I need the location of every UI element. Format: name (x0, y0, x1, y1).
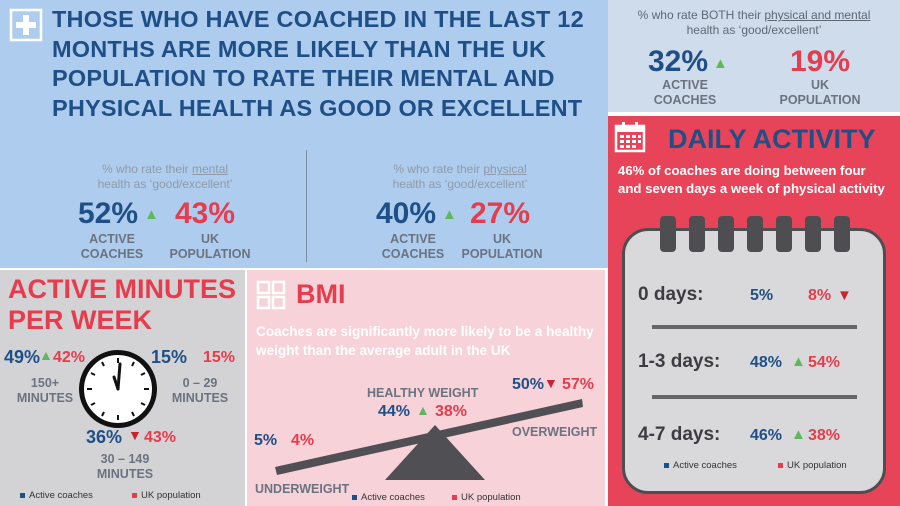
mental-caption: % who rate their mental health as ‘good/e… (97, 162, 233, 191)
legend-uk: UK population (132, 490, 201, 501)
grid-icon (256, 280, 286, 310)
both-uk-label: UK POPULATION (779, 78, 861, 107)
calendar-graphic (622, 228, 886, 494)
bmi-healthy-uk: 38% (435, 403, 468, 420)
minutes-low-coach: 15% (151, 347, 188, 367)
mental-coach-label: ACTIVE COACHES (80, 232, 144, 261)
minutes-mid-uk: 43% (144, 429, 177, 446)
physical-coach-value: 40% (376, 197, 437, 230)
both-uk-value: 19% (790, 45, 851, 78)
down-arrow-icon: ▼ (128, 427, 142, 443)
daily-row-label: 4-7 days: (638, 424, 721, 445)
seesaw-graphic (275, 399, 583, 480)
physical-coach-label: ACTIVE COACHES (381, 232, 445, 261)
minutes-low-uk: 15% (203, 349, 236, 366)
minutes-high-label: 150+ MINUTES (16, 376, 74, 405)
physical-uk-label: UK POPULATION (461, 232, 543, 261)
calendar-icon (614, 122, 646, 153)
minutes-high-uk: 42% (53, 349, 86, 366)
physical-uk-value: 27% (470, 197, 531, 230)
minutes-mid-label: 30 – 149 MINUTES (96, 452, 154, 481)
both-caption: % who rate BOTH their physical and menta… (637, 8, 871, 37)
down-arrow-icon: ▼ (837, 287, 852, 304)
calendar-divider (652, 395, 857, 399)
daily-row-uk: 38% (808, 427, 841, 444)
bmi-underweight-label: UNDERWEIGHT (255, 482, 350, 496)
both-coach-label: ACTIVE COACHES (653, 78, 717, 107)
bmi-healthy-coach: 44% (378, 403, 411, 420)
bmi-underweight-coach: 5% (254, 432, 278, 449)
daily-row-uk: 54% (808, 354, 841, 371)
divider (306, 150, 307, 262)
active-minutes-title: ACTIVE MINUTES PER WEEK (8, 274, 237, 335)
bmi-overweight-uk: 57% (562, 376, 595, 393)
calendar-divider (652, 325, 857, 329)
legend-coach: Active coaches (664, 460, 737, 471)
health-rating-panel (0, 0, 608, 268)
both-rating-panel (608, 0, 900, 112)
daily-activity-description: 46% of coaches are doing between four an… (618, 163, 885, 196)
legend-coach: Active coaches (20, 490, 93, 501)
down-arrow-icon: ▼ (544, 375, 558, 391)
bmi-overweight-coach: 50% (512, 376, 545, 393)
minutes-low-label: 0 – 29 MINUTES (171, 376, 229, 405)
mental-coach-value: 52% (78, 197, 139, 230)
up-arrow-icon: ▲ (791, 353, 806, 370)
daily-row-uk: 8% (808, 287, 832, 304)
up-arrow-icon: ▲ (713, 55, 728, 72)
minutes-high-coach: 49% (4, 347, 41, 367)
daily-activity-title: DAILY ACTIVITY (668, 124, 876, 154)
plus-icon (9, 8, 43, 42)
mental-uk-label: UK POPULATION (169, 232, 251, 261)
bmi-overweight-label: OVERWEIGHT (512, 425, 598, 439)
both-coach-value: 32% (648, 45, 709, 78)
daily-row-label: 1-3 days: (638, 351, 721, 372)
up-arrow-icon: ▲ (416, 402, 430, 418)
daily-row-label: 0 days: (638, 284, 704, 305)
physical-caption: % who rate their physical health as ‘good… (392, 162, 528, 191)
daily-row-coach: 5% (750, 287, 774, 304)
up-arrow-icon: ▲ (791, 426, 806, 443)
bmi-underweight-uk: 4% (291, 432, 315, 449)
mental-uk-value: 43% (175, 197, 236, 230)
bmi-title: BMI (296, 279, 346, 309)
daily-row-coach: 48% (750, 354, 783, 371)
legend-uk: UK population (778, 460, 847, 471)
legend-uk: UK population (452, 492, 521, 503)
bmi-description: Coaches are significantly more likely to… (256, 324, 594, 358)
up-arrow-icon: ▲ (144, 206, 159, 223)
clock-hands (87, 358, 149, 420)
headline: THOSE WHO HAVE COACHED IN THE LAST 12 MO… (52, 6, 584, 121)
daily-row-coach: 46% (750, 427, 783, 444)
legend-coach: Active coaches (352, 492, 425, 503)
up-arrow-icon: ▲ (442, 206, 457, 223)
minutes-mid-coach: 36% (86, 427, 123, 447)
calendar-rings (660, 216, 850, 252)
bmi-healthy-label: HEALTHY WEIGHT (367, 386, 479, 400)
up-arrow-icon: ▲ (39, 347, 53, 363)
